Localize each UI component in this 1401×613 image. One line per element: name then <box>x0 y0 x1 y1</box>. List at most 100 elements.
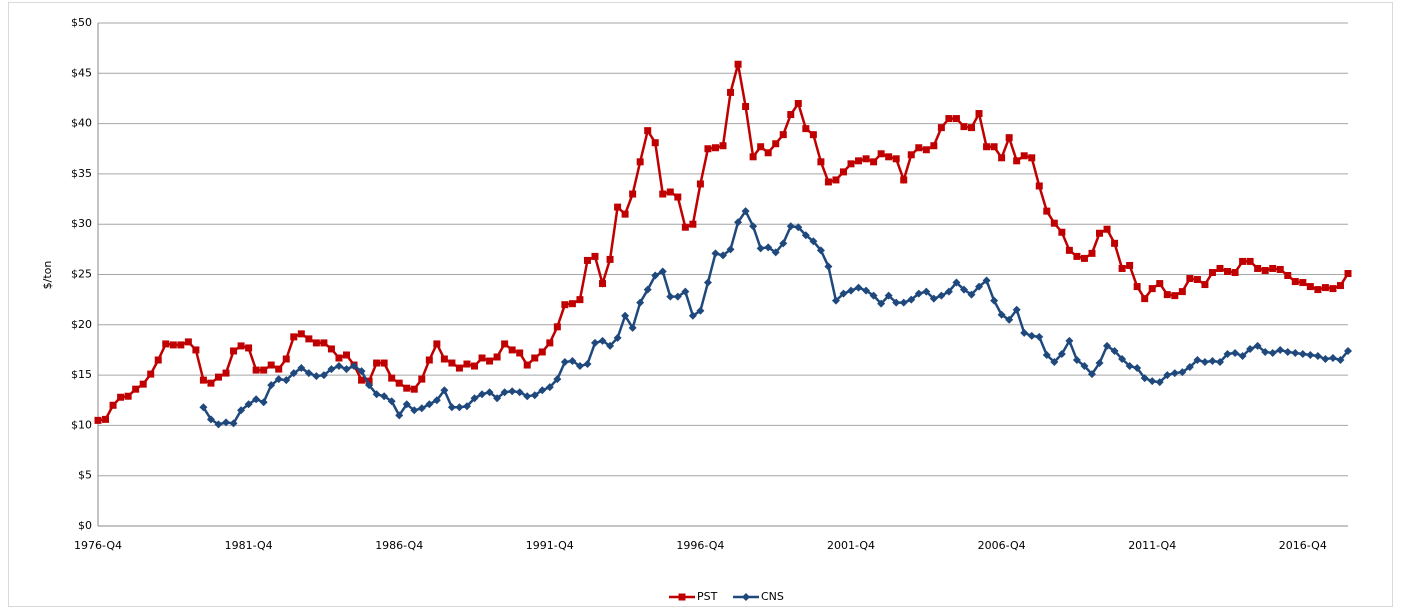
point <box>959 285 968 294</box>
point <box>297 364 306 373</box>
point <box>147 370 155 378</box>
point <box>500 388 509 397</box>
point <box>1012 305 1021 314</box>
point <box>975 282 984 291</box>
point <box>1027 331 1036 340</box>
point <box>508 387 517 396</box>
point <box>327 365 336 374</box>
point <box>485 388 494 397</box>
point <box>862 155 870 163</box>
point <box>568 300 576 308</box>
point <box>696 306 705 315</box>
point <box>1253 341 1262 350</box>
point <box>350 362 359 371</box>
point <box>831 296 840 305</box>
point <box>1261 266 1269 274</box>
point <box>1231 268 1239 276</box>
point <box>230 347 238 355</box>
point <box>267 361 275 369</box>
point <box>1005 315 1014 324</box>
point <box>1080 362 1089 371</box>
point <box>1328 353 1337 362</box>
point <box>832 176 840 184</box>
point <box>320 339 328 347</box>
point <box>177 341 185 349</box>
point <box>447 403 456 412</box>
point <box>960 123 968 131</box>
legend-marker <box>678 593 686 601</box>
point <box>1050 358 1059 367</box>
point <box>922 146 930 154</box>
point <box>290 333 298 341</box>
point <box>1035 182 1043 190</box>
point <box>102 415 110 423</box>
point <box>206 415 215 424</box>
point <box>373 359 381 367</box>
point <box>998 154 1006 162</box>
point <box>764 149 772 157</box>
y-tick-label: $40 <box>71 117 92 130</box>
point <box>1336 282 1344 290</box>
point <box>666 188 674 196</box>
point <box>937 124 945 132</box>
point <box>417 404 426 413</box>
point <box>583 256 591 264</box>
point <box>839 168 847 176</box>
point <box>704 145 712 153</box>
point <box>673 292 682 301</box>
point <box>124 392 132 400</box>
point <box>493 394 502 403</box>
point <box>425 356 433 364</box>
point <box>801 231 810 240</box>
point <box>794 99 802 107</box>
point <box>771 248 780 257</box>
point <box>440 386 449 395</box>
y-tick-label: $10 <box>71 418 92 431</box>
point <box>734 60 742 68</box>
point <box>395 411 404 420</box>
point <box>252 395 261 404</box>
point <box>779 131 787 139</box>
point <box>899 298 908 307</box>
point <box>380 392 389 401</box>
point <box>930 142 938 150</box>
point <box>967 124 975 132</box>
point <box>1224 267 1232 275</box>
point <box>372 390 381 399</box>
point <box>749 153 757 161</box>
point <box>132 385 140 393</box>
point <box>1095 359 1104 368</box>
point <box>1065 246 1073 254</box>
point <box>274 375 283 384</box>
point <box>681 287 690 296</box>
point <box>387 397 396 406</box>
point <box>1125 362 1134 371</box>
point <box>937 291 946 300</box>
point <box>621 311 630 320</box>
point <box>432 396 441 405</box>
point <box>628 323 637 332</box>
point <box>493 353 501 361</box>
point <box>463 360 471 368</box>
point <box>1306 350 1315 359</box>
point <box>914 289 923 298</box>
point <box>553 323 561 331</box>
point <box>885 153 893 161</box>
point <box>1058 228 1066 236</box>
point <box>486 357 494 365</box>
point <box>501 340 509 348</box>
y-tick-label: $20 <box>71 318 92 331</box>
point <box>862 286 871 295</box>
point <box>757 143 765 151</box>
point <box>614 203 622 211</box>
point <box>260 366 268 374</box>
x-tick-label: 2011-Q4 <box>1128 539 1176 552</box>
point <box>1336 356 1345 365</box>
point <box>1298 349 1307 358</box>
point <box>613 333 622 342</box>
point <box>1344 346 1352 355</box>
point <box>787 111 795 119</box>
point <box>1200 358 1209 367</box>
point <box>967 290 976 299</box>
point <box>523 392 532 401</box>
